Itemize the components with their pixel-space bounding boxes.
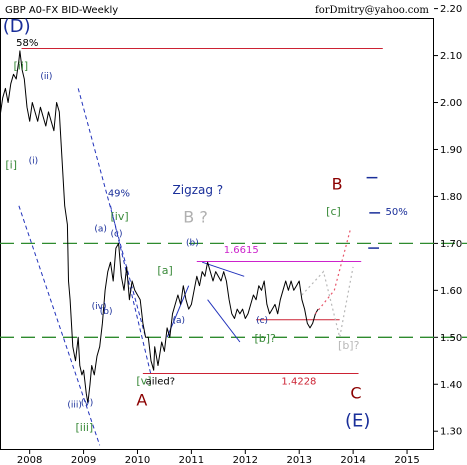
wave-label-27: B bbox=[332, 174, 343, 193]
wave-label-8: (a) bbox=[94, 225, 107, 235]
wave-label-29: 50% bbox=[385, 207, 407, 218]
wave-label-9: (c) bbox=[111, 229, 123, 239]
trend-line-3 bbox=[202, 261, 245, 277]
x-tick-label-0: 2008 bbox=[17, 455, 42, 465]
wave-label-22: (a) bbox=[173, 316, 186, 326]
wave-label-26: 1.4228 bbox=[281, 376, 316, 387]
y-tick-label-2: 2.00 bbox=[440, 98, 462, 109]
wave-label-20: [a] bbox=[157, 264, 172, 277]
wave-label-10: (b) bbox=[100, 307, 113, 317]
wave-label-2: [ii] bbox=[13, 60, 28, 73]
y-tick-label-9: 1.30 bbox=[440, 427, 462, 438]
price-series-0 bbox=[0, 50, 319, 404]
y-tick-label-1: 2.10 bbox=[440, 51, 462, 62]
wave-label-13: (v) bbox=[81, 398, 93, 408]
wave-label-1: 58% bbox=[16, 38, 38, 49]
wave-label-14: [iii] bbox=[75, 421, 93, 434]
x-tick-label-3: 2011 bbox=[179, 455, 204, 465]
wave-label-17: A bbox=[136, 390, 147, 409]
plot-frame bbox=[0, 18, 434, 450]
wave-label-16: ailed? bbox=[146, 376, 176, 387]
y-tick-label-4: 1.80 bbox=[440, 192, 462, 203]
x-tick-label-7: 2015 bbox=[394, 455, 419, 465]
chart-credit: forDmitry@yahoo.com bbox=[315, 5, 429, 16]
wave-label-24: 1.6615 bbox=[224, 245, 259, 256]
wave-label-11: (iv) bbox=[92, 302, 107, 312]
x-tick-label-6: 2014 bbox=[340, 455, 365, 465]
wave-label-31: C bbox=[350, 383, 361, 402]
y-tick-label-5: 1.70 bbox=[440, 239, 462, 250]
wave-label-3: (ii) bbox=[40, 72, 52, 82]
chart-title: GBP A0-FX BID-Weekly bbox=[5, 5, 118, 16]
y-tick-label-3: 1.90 bbox=[440, 145, 462, 156]
wave-label-15: [v] bbox=[136, 374, 151, 387]
wave-label-18: Zigzag ? bbox=[173, 183, 224, 197]
x-tick-label-4: 2012 bbox=[233, 455, 258, 465]
wave-label-21: (b) bbox=[186, 239, 199, 249]
y-tick-label-0: 2.20 bbox=[440, 4, 462, 15]
wave-label-25: [b]? bbox=[254, 332, 276, 345]
trend-line-4 bbox=[207, 299, 241, 343]
y-tick-label-8: 1.40 bbox=[440, 380, 462, 391]
wave-label-7: [iv] bbox=[111, 210, 129, 223]
x-tick-label-1: 2009 bbox=[71, 455, 96, 465]
wave-label-30: [b]? bbox=[338, 339, 360, 352]
wave-label-19: B ? bbox=[183, 207, 208, 226]
wave-label-28: [c] bbox=[326, 205, 341, 218]
wave-label-4: [i] bbox=[5, 158, 17, 171]
x-tick-label-2: 2010 bbox=[125, 455, 150, 465]
wave-label-5: (i) bbox=[29, 157, 39, 167]
y-tick-label-6: 1.60 bbox=[440, 286, 462, 297]
wave-label-0: (D) bbox=[3, 16, 31, 37]
wave-label-6: 49% bbox=[108, 188, 130, 199]
trend-line-1 bbox=[18, 205, 101, 446]
y-tick-label-7: 1.50 bbox=[440, 333, 462, 344]
wave-label-23: (c) bbox=[256, 316, 268, 326]
forecast-path-1 bbox=[301, 266, 354, 338]
wave-label-12: (iii) bbox=[67, 401, 82, 411]
forecast-path-0 bbox=[314, 229, 351, 315]
x-tick-label-5: 2013 bbox=[286, 455, 311, 465]
wave-label-32: (E) bbox=[345, 411, 370, 432]
